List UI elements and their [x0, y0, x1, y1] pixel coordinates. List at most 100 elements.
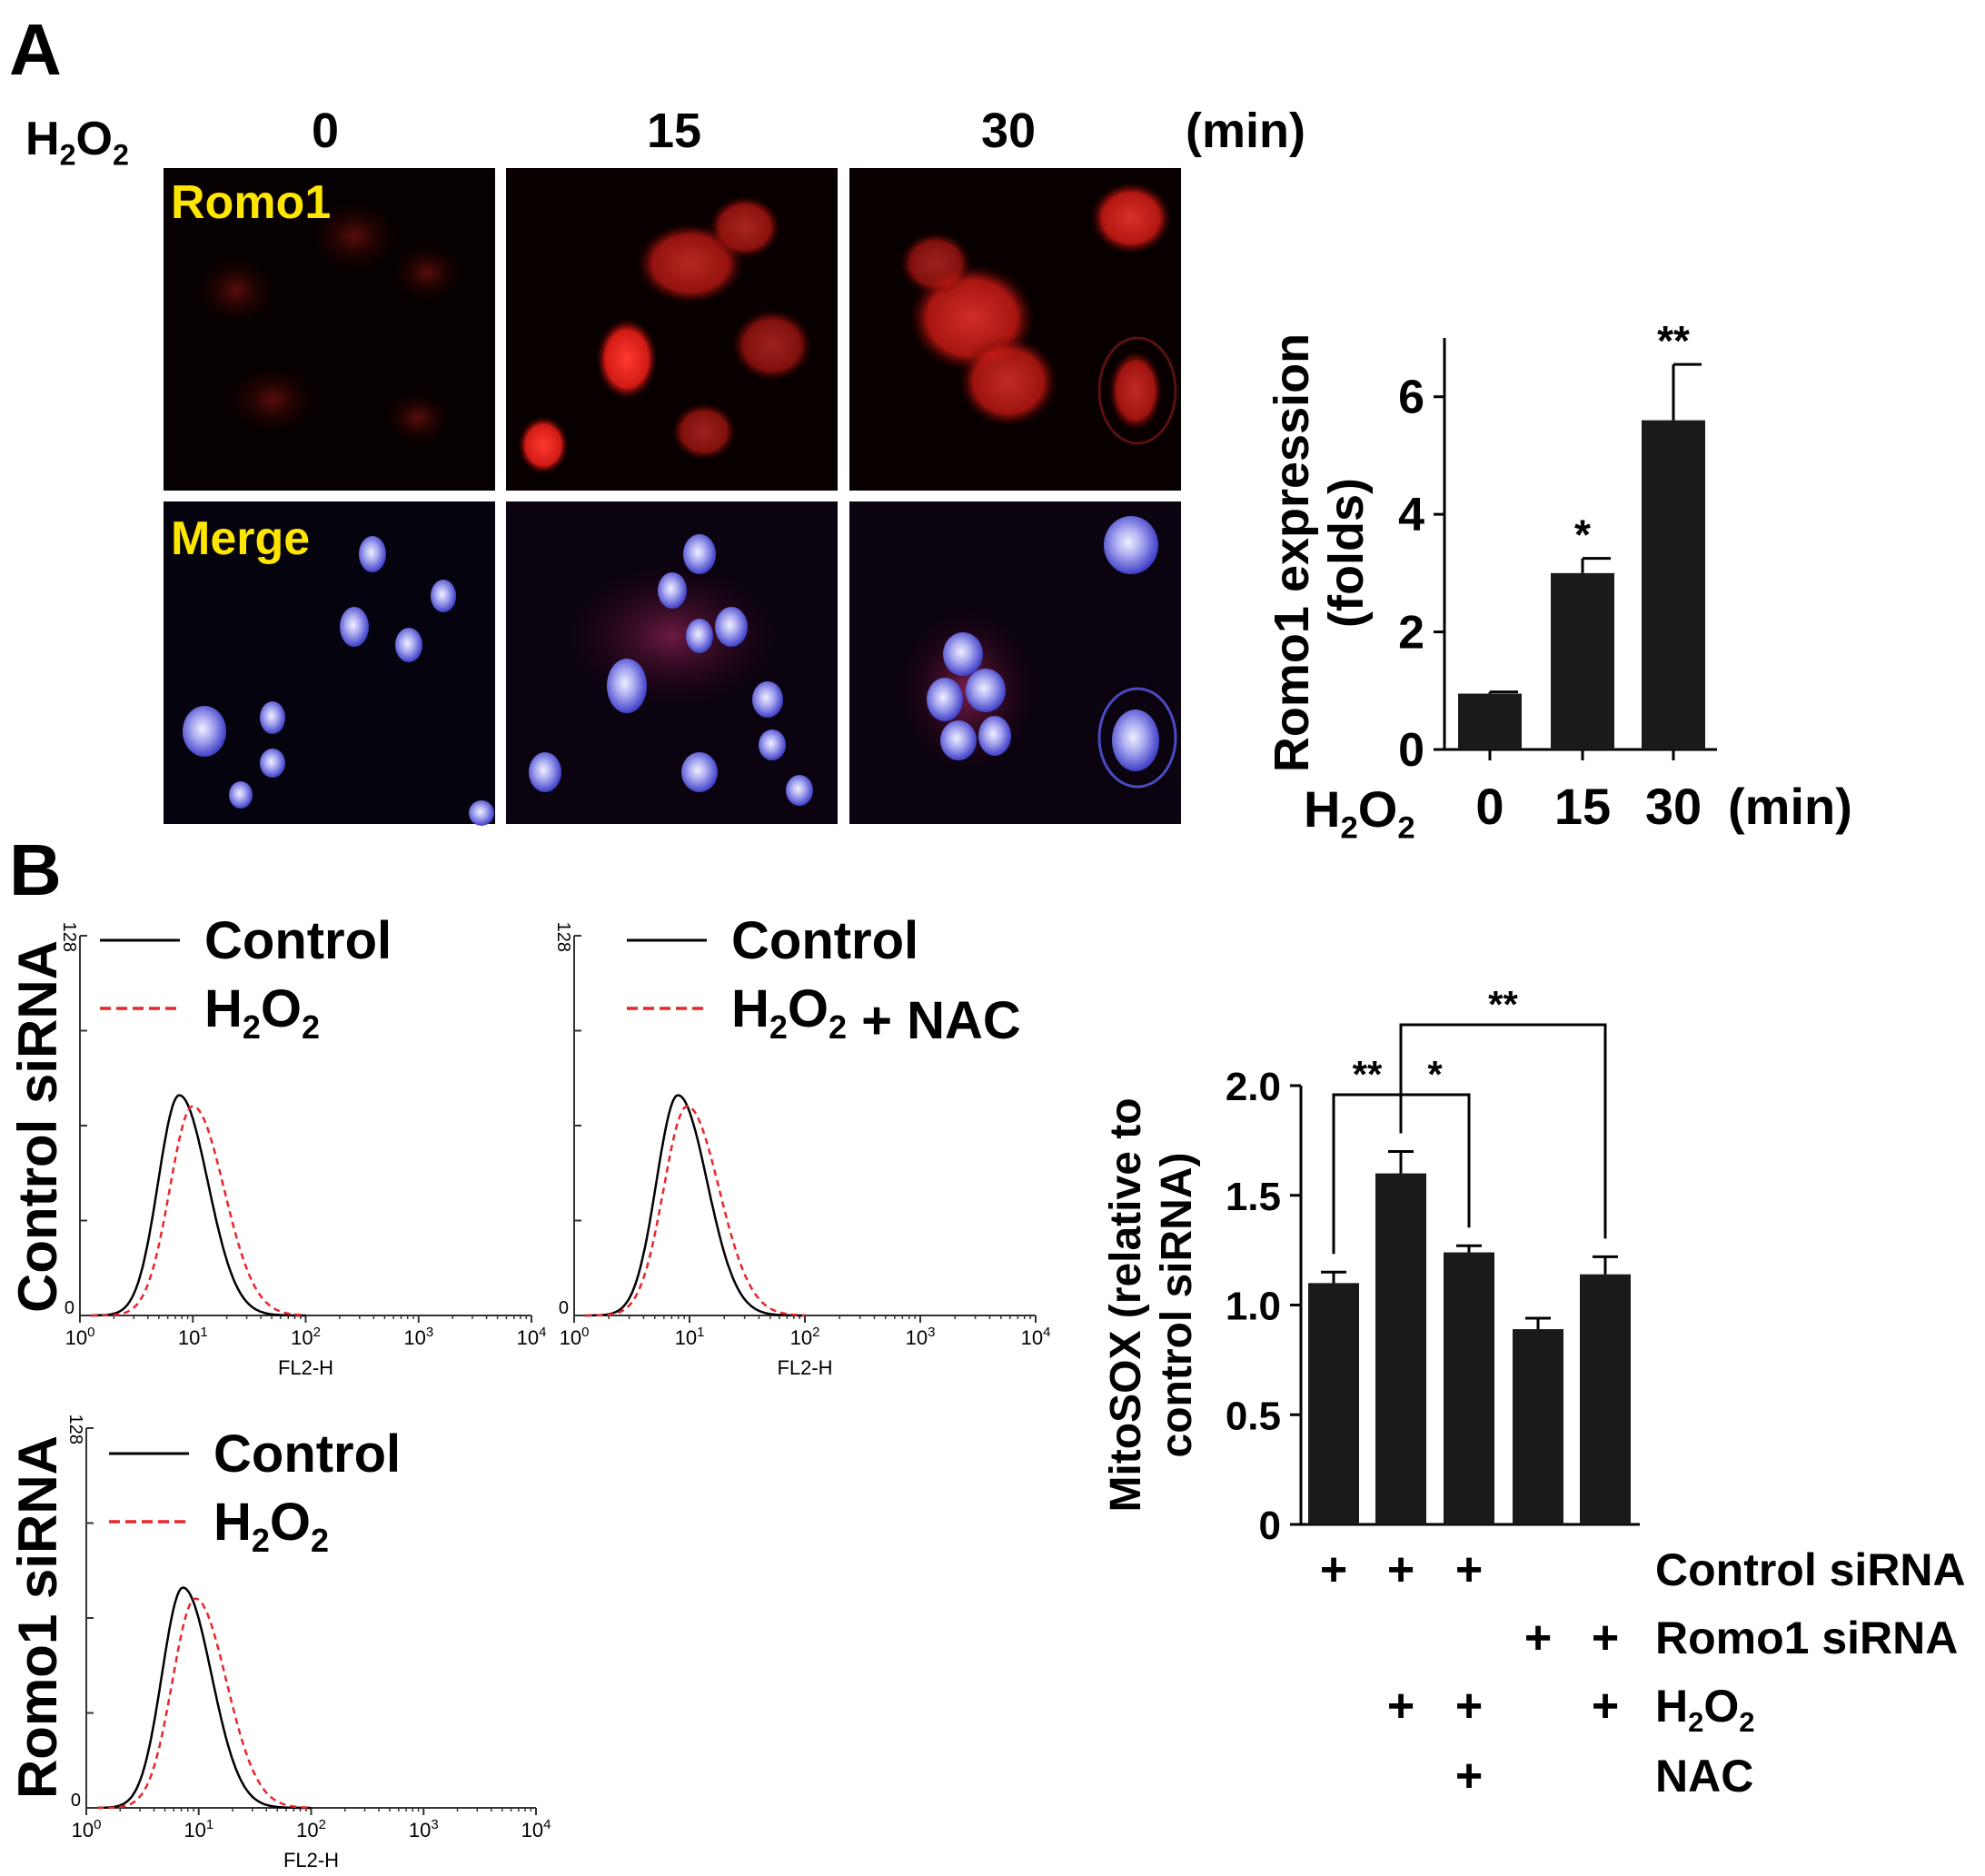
- condition-mark: +: [1455, 1680, 1483, 1732]
- y-tick-label: 6: [1398, 372, 1424, 424]
- y-tick-label: 2.0: [1226, 1065, 1281, 1109]
- micrograph-header: H2O2 0 15 30 (min): [25, 104, 1305, 171]
- micrograph-romo1-15min: [506, 168, 838, 491]
- bar: [1375, 1173, 1426, 1524]
- legend-label-treated: H2O2: [204, 979, 320, 1046]
- row-label-control-sirna: Control siRNA: [7, 940, 68, 1313]
- significance-label: **: [1657, 317, 1690, 364]
- condition-mark: +: [1387, 1543, 1414, 1596]
- flow-y-tick-label: 128: [65, 1414, 85, 1444]
- flow-x-tick-label: 100: [65, 1325, 95, 1349]
- flow-x-tick-label: 103: [906, 1325, 936, 1349]
- condition-label: Romo1 siRNA: [1655, 1613, 1958, 1663]
- legend-label-treated: H2O2 + NAC: [731, 979, 1021, 1050]
- flow-curve-treated: [97, 1597, 312, 1810]
- merge-row-label: Merge: [171, 512, 310, 565]
- y-tick-label: 0: [1259, 1504, 1281, 1548]
- time-unit-label: (min): [1186, 104, 1305, 158]
- flow-panel-1: 0 128 100 101 102 103 104 FL2-H Control H2O2: [59, 911, 546, 1379]
- bar: [1513, 1329, 1563, 1524]
- significance-label: *: [1574, 511, 1591, 559]
- condition-mark: +: [1455, 1750, 1483, 1802]
- micrograph-merge-30min: [849, 501, 1181, 824]
- y-tick-label: 0: [1398, 724, 1424, 777]
- micrograph-grid: Romo1 Merge: [164, 168, 1181, 826]
- flow-x-tick-label: 103: [409, 1817, 439, 1841]
- y-tick-label: 1.5: [1226, 1175, 1281, 1219]
- legend-label-control: Control: [213, 1424, 401, 1484]
- condition-mark: +: [1320, 1543, 1347, 1596]
- flow-y-tick-label: 128: [59, 922, 79, 952]
- y-axis-label-line: MitoSOX (relative to: [1102, 1097, 1150, 1512]
- time-label-30: 30: [981, 104, 1036, 158]
- legend-label-control: Control: [204, 911, 392, 970]
- micrograph-merge-15min: [506, 501, 838, 824]
- x-label-unit: (min): [1728, 778, 1852, 835]
- time-label-0: 0: [312, 104, 339, 158]
- romo1-expression-chart: 0 2 4 6 0 * 15 ** 30 H2O2 (min) Romo1 expression (fo…: [1265, 317, 1852, 845]
- flow-x-tick-label: 102: [291, 1325, 321, 1349]
- x-tick-label: 30: [1645, 778, 1702, 835]
- significance-label: *: [1427, 1053, 1443, 1096]
- y-axis-label: MitoSOX (relative to control siRNA): [1102, 1097, 1201, 1512]
- y-axis-label: Romo1 expression (folds): [1265, 333, 1374, 772]
- flow-x-tick-label: 103: [403, 1325, 433, 1349]
- y-axis-label-line: (folds): [1319, 478, 1374, 628]
- flow-y-tick-label: 128: [553, 922, 573, 952]
- mitosox-chart: 00.51.01.52.0 ** ***MitoSOX (relative to co…: [1102, 983, 1966, 1802]
- bar: [1642, 420, 1705, 749]
- flow-x-tick-label: 104: [521, 1817, 551, 1841]
- significance-label: **: [1353, 1053, 1383, 1096]
- h2o2-label: H2O2: [25, 113, 129, 171]
- flow-y-tick-label: 0: [65, 1298, 74, 1318]
- flow-panel-3: 0 128 100 101 102 103 104 FL2-H Control H2O2: [65, 1414, 551, 1871]
- panel-label-a: A: [9, 9, 62, 90]
- x-tick-label: 15: [1554, 778, 1611, 835]
- flow-x-tick-label: 104: [1021, 1325, 1051, 1349]
- flow-x-tick-label: 102: [790, 1325, 820, 1349]
- flow-y-tick-label: 0: [71, 1791, 81, 1811]
- flow-x-tick-label: 100: [560, 1325, 590, 1349]
- flow-curve-control: [91, 1094, 306, 1317]
- condition-label: Control siRNA: [1655, 1544, 1966, 1595]
- micrograph-romo1-0min: [164, 168, 495, 491]
- condition-mark: +: [1387, 1680, 1414, 1732]
- legend-label-treated: H2O2: [213, 1493, 329, 1559]
- bar: [1580, 1274, 1631, 1524]
- significance-label: **: [1488, 983, 1518, 1026]
- y-tick-label: 0.5: [1226, 1394, 1281, 1438]
- flow-x-label: FL2-H: [283, 1849, 339, 1871]
- flow-curve-treated: [585, 1105, 806, 1317]
- flow-x-label: FL2-H: [777, 1356, 832, 1379]
- y-tick-label: 4: [1398, 489, 1424, 541]
- bar: [1308, 1283, 1359, 1524]
- flow-x-tick-label: 102: [296, 1817, 326, 1841]
- micrograph-merge-0min: [164, 501, 495, 826]
- time-label-15: 15: [647, 104, 701, 158]
- condition-label: NAC: [1655, 1751, 1753, 1802]
- x-label-prefix: H2O2: [1304, 780, 1415, 845]
- condition-label: H2O2: [1655, 1681, 1755, 1738]
- flow-curve-treated: [91, 1105, 306, 1317]
- row-label-romo1-sirna: Romo1 siRNA: [7, 1435, 68, 1799]
- flow-x-label: FL2-H: [278, 1356, 333, 1379]
- y-axis-label-line: Romo1 expression: [1265, 333, 1319, 772]
- x-tick-label: 0: [1475, 778, 1504, 835]
- flow-x-tick-label: 100: [72, 1817, 102, 1841]
- romo1-row-label: Romo1: [171, 176, 331, 229]
- flow-x-tick-label: 104: [517, 1325, 547, 1349]
- flow-curve-control: [585, 1094, 805, 1317]
- bar: [1551, 572, 1614, 749]
- flow-y-tick-label: 0: [559, 1298, 569, 1318]
- micrograph-romo1-30min: [849, 168, 1181, 491]
- flow-x-tick-label: 101: [178, 1325, 208, 1349]
- flow-panel-2: 0 128 100 101 102 103 104 FL2-H Control H2O2 + NA…: [553, 911, 1050, 1379]
- flow-cytometry-panels: 0 128 100 101 102 103 104 FL2-H Control H2O2 0 128 1…: [7, 911, 1050, 1871]
- flow-x-tick-label: 101: [184, 1817, 213, 1841]
- condition-mark: +: [1455, 1543, 1483, 1596]
- significance-bracket: [1399, 1023, 1607, 1239]
- y-tick-label: 1.0: [1226, 1285, 1281, 1329]
- condition-mark: +: [1592, 1680, 1619, 1732]
- panel-label-b: B: [9, 829, 62, 910]
- flow-x-tick-label: 101: [675, 1325, 705, 1349]
